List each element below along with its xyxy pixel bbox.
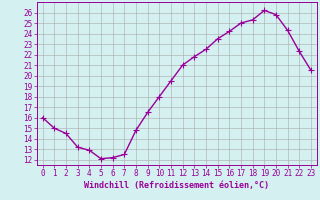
X-axis label: Windchill (Refroidissement éolien,°C): Windchill (Refroidissement éolien,°C) [84, 181, 269, 190]
